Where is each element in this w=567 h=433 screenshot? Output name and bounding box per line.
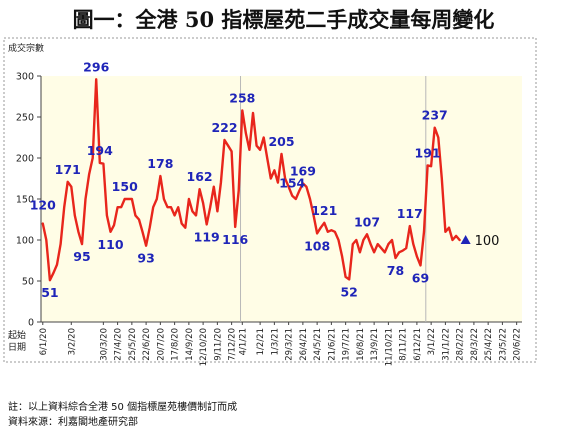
x-axis-label: 起始 [8, 329, 26, 341]
line-chart: 成交宗數 0 50 100 150 200 250 300 6/1/20 3/2/20 30/3/2… [3, 37, 537, 366]
x-tick-label: 14/9/20 [185, 328, 195, 361]
data-label: 108 [304, 238, 330, 253]
y-tick-label: 50 [22, 277, 34, 288]
x-tick-label: 23/5/22 [498, 328, 508, 361]
data-label: 117 [397, 206, 423, 221]
x-tick-label: 22/6/20 [142, 328, 152, 361]
x-tick-label: 6/1/20 [39, 328, 49, 355]
x-tick-label: 20/7/20 [156, 328, 166, 361]
x-tick-label: 31/1/22 [441, 328, 451, 361]
x-tick-label: 12/10/20 [199, 328, 209, 366]
x-tick-label: 8/11/21 [399, 328, 409, 361]
data-label: 150 [112, 179, 138, 194]
data-label: 258 [229, 90, 255, 105]
x-tick-label: 7/12/20 [228, 328, 238, 361]
x-tick-label: 16/8/21 [356, 328, 366, 361]
x-tick-label: 25/4/22 [484, 328, 494, 361]
series-line [41, 78, 461, 282]
x-tick-label: 4/1/21 [238, 328, 248, 355]
x-tick-label: 29/3/21 [285, 328, 295, 361]
footnote: 註：以上資料綜合全港 50 個指標屋苑樓價制訂而成 [8, 402, 238, 413]
data-label: 52 [340, 284, 357, 299]
y-tick-label: 0 [28, 318, 34, 329]
y-tick-label: 150 [16, 195, 34, 206]
plot-area [41, 76, 522, 322]
data-label: 119 [194, 229, 220, 244]
last-point-label: 100 [475, 234, 500, 249]
chart-frame [3, 37, 537, 363]
chart-title: 圖一：全港 50 指標屋苑二手成交量每周變化 [72, 7, 495, 32]
data-label: 237 [422, 108, 448, 123]
data-label: 162 [187, 169, 213, 184]
data-label: 178 [147, 156, 173, 171]
x-tick-label: 9/11/20 [213, 328, 223, 361]
source-note: 資料來源：利嘉閣地產研究部 [8, 417, 138, 428]
x-axis-label-line2: 日期 [8, 342, 26, 353]
data-label: 110 [97, 237, 123, 252]
data-label: 121 [311, 203, 337, 218]
x-tick-label: 28/3/22 [470, 328, 480, 361]
data-label: 296 [83, 59, 109, 74]
x-tick-label: 25/5/20 [128, 328, 138, 361]
data-label: 154 [279, 176, 305, 191]
data-label: 222 [211, 120, 237, 135]
x-tick-label: 21/6/21 [327, 328, 337, 361]
data-label: 169 [290, 163, 316, 178]
x-tick-label: 17/8/20 [171, 328, 181, 361]
y-tick-label: 100 [16, 236, 34, 247]
x-tick-label: 20/6/22 [513, 328, 523, 361]
data-label: 107 [354, 214, 380, 229]
x-tick-label: 30/3/20 [99, 328, 109, 361]
data-label: 69 [412, 270, 429, 285]
x-tick-label: 27/4/20 [114, 328, 124, 361]
x-tick-label: 1/3/21 [270, 328, 280, 355]
data-label: 191 [415, 145, 441, 160]
data-label: 171 [55, 162, 81, 177]
data-label: 78 [387, 263, 404, 278]
x-tick-label: 3/2/20 [67, 328, 77, 355]
chart-container: 成交宗數 0 50 100 150 200 250 300 6/1/20 3/2/20 30/3/2… [0, 34, 567, 400]
y-axis-label: 成交宗數 [8, 42, 44, 54]
x-tick-label: 6/12/21 [413, 328, 423, 361]
y-tick-label: 200 [16, 154, 34, 165]
x-tick-label: 1/2/21 [256, 328, 266, 355]
data-label: 120 [30, 198, 56, 213]
x-tick-label: 19/7/21 [342, 328, 352, 361]
last-point-marker [460, 235, 471, 244]
data-label: 95 [73, 249, 90, 264]
data-label: 205 [268, 134, 294, 149]
x-tick-label: 28/2/22 [456, 328, 466, 361]
x-tick-label: 26/4/21 [299, 328, 309, 361]
data-label: 194 [87, 143, 113, 158]
y-tick-label: 300 [16, 72, 34, 83]
data-label: 51 [41, 285, 58, 300]
data-label: 93 [137, 251, 154, 266]
x-tick-label: 3/1/22 [427, 328, 437, 355]
data-label: 116 [222, 232, 248, 247]
y-tick-label: 250 [16, 113, 34, 124]
x-tick-label: 24/5/21 [313, 328, 323, 361]
x-tick-label: 11/10/21 [384, 328, 394, 366]
x-tick-label: 13/9/21 [370, 328, 380, 361]
